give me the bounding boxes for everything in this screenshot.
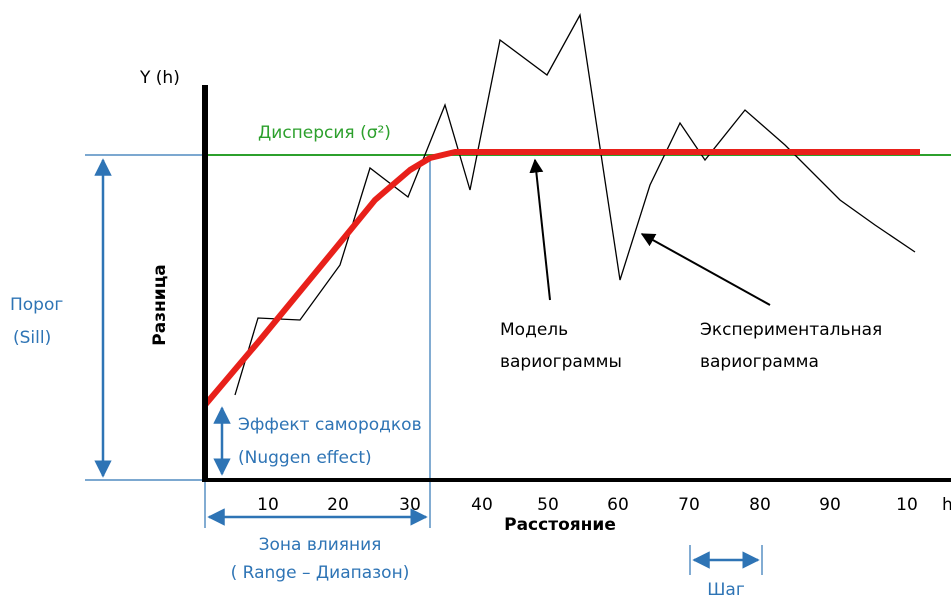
range-label: Зона влияния (259, 535, 382, 555)
x-tick-label: 10 (257, 495, 279, 515)
model-sublabel: вариограммы (500, 352, 622, 372)
x-ticks: 10 20 30 40 50 60 70 80 90 10 (257, 495, 918, 515)
model-variogram (202, 149, 920, 407)
x-unit: h (942, 495, 951, 515)
experimental-variogram (234, 13, 916, 396)
x-tick-label: 80 (749, 495, 771, 515)
guides (85, 154, 763, 575)
sill-label: Порог (10, 295, 63, 315)
nugget-label: Эффект самородков (238, 415, 422, 435)
x-tick-label: 40 (471, 495, 493, 515)
x-tick-label: 50 (537, 495, 559, 515)
x-tick-label: 10 (896, 495, 918, 515)
sill-sublabel: (Sill) (13, 328, 51, 348)
x-tick-label: 30 (399, 495, 421, 515)
x-tick-label: 60 (607, 495, 629, 515)
model-label: Модель (500, 320, 568, 340)
range-sublabel: ( Range – Диапазон) (231, 563, 410, 583)
x-tick-label: 70 (678, 495, 700, 515)
y-title: Y (h) (139, 68, 180, 88)
step-label: Шаг (707, 580, 745, 599)
experimental-label: Экспериментальная (700, 320, 882, 340)
pointer (640, 233, 771, 306)
y-label: Разница (150, 264, 170, 346)
x-label: Расстояние (504, 515, 616, 535)
x-tick-label: 20 (327, 495, 349, 515)
sill-line-label: Дисперсия (σ²) (258, 123, 391, 143)
experimental-sublabel: вариограмма (700, 352, 819, 372)
nugget-sublabel: (Nuggen effect) (238, 448, 372, 468)
pointer (529, 158, 551, 301)
x-tick-label: 90 (819, 495, 841, 515)
arrows (94, 158, 760, 569)
